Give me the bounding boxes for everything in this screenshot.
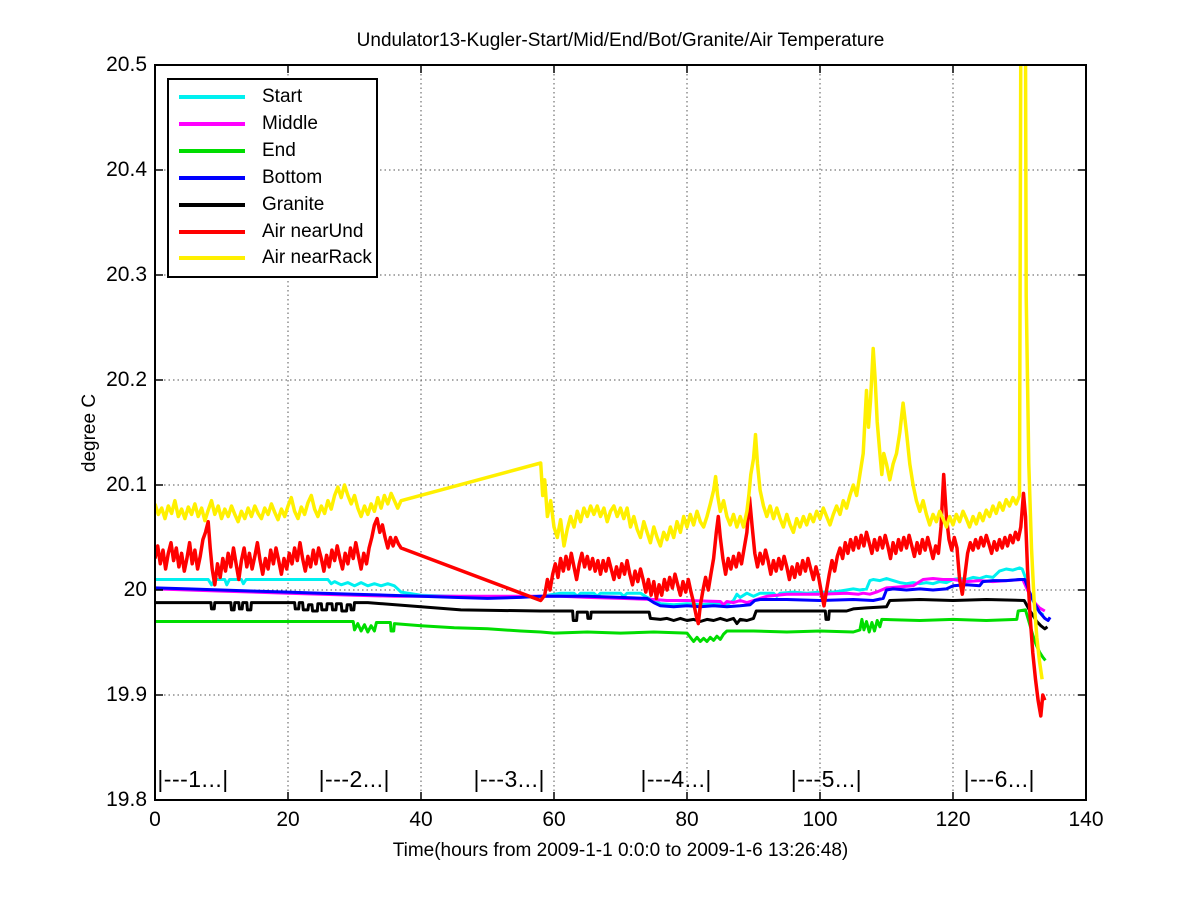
series-line-granite xyxy=(155,598,1049,631)
x-tick-label: 140 xyxy=(1068,808,1104,831)
legend-line-granite xyxy=(179,202,245,207)
x-tick-label: 20 xyxy=(276,808,300,831)
legend-label: Bottom xyxy=(262,166,323,188)
day-annotation-6: |---6...| xyxy=(963,766,1036,792)
day-annotation-2: |---2...| xyxy=(318,766,390,792)
x-axis-label: Time(hours from 2009-1-1 0:0:0 to 2009-1… xyxy=(392,840,849,861)
legend-label: Air nearUnd xyxy=(262,220,364,242)
series-line-air-nearund xyxy=(155,472,1047,718)
legend-item-bottom: Bottom xyxy=(169,165,376,191)
y-tick-label: 20.5 xyxy=(106,53,147,76)
y-tick-label: 19.9 xyxy=(106,683,147,706)
legend-label: Granite xyxy=(262,193,325,215)
legend-line-air-nearund xyxy=(179,229,245,234)
legend-item-end: End xyxy=(169,138,376,164)
x-tick-label: 0 xyxy=(149,808,161,831)
legend-item-air-nearund: Air nearUnd xyxy=(169,219,376,245)
x-tick-label: 40 xyxy=(409,808,433,831)
legend-line-end xyxy=(179,149,245,154)
legend-line-bottom xyxy=(179,175,245,180)
y-tick-label: 20 xyxy=(123,578,147,601)
series-line-bottom xyxy=(155,578,1052,622)
y-tick-label: 20.4 xyxy=(106,158,147,181)
y-tick-label: 20.3 xyxy=(106,263,147,286)
day-annotation-3: |---3...| xyxy=(473,766,545,792)
legend-label: Middle xyxy=(262,113,318,135)
legend-item-air-nearrack: Air nearRack xyxy=(169,245,376,271)
y-tick-label: 20.1 xyxy=(106,473,147,496)
day-annotation-4: |---4...| xyxy=(640,766,712,792)
legend-item-middle: Middle xyxy=(169,111,376,137)
legend-label: End xyxy=(262,140,296,162)
day-annotation-5: |---5...| xyxy=(790,766,863,792)
chart-title: Undulator13-Kugler-Start/Mid/End/Bot/Gra… xyxy=(356,30,885,51)
x-tick-label: 100 xyxy=(802,808,838,831)
legend-line-middle xyxy=(179,122,245,127)
legend-label: Start xyxy=(262,86,303,108)
legend-line-start xyxy=(179,95,245,100)
day-annotation-1: |---1...| xyxy=(157,766,229,792)
x-tick-label: 60 xyxy=(542,808,566,831)
axes-box xyxy=(154,64,1087,801)
series-line-air-nearrack xyxy=(155,65,1044,680)
series-line-end xyxy=(155,608,1047,662)
legend-item-granite: Granite xyxy=(169,192,376,218)
legend-label: Air nearRack xyxy=(262,247,372,269)
series-group xyxy=(155,65,1052,718)
y-tick-label: 19.8 xyxy=(106,788,147,811)
x-tick-label: 120 xyxy=(935,808,971,831)
legend-item-start: Start xyxy=(169,84,376,110)
legend: Start Middle End Bottom Granite Air near… xyxy=(167,78,378,278)
y-tick-label: 20.2 xyxy=(106,368,147,391)
x-tick-label: 80 xyxy=(675,808,699,831)
legend-line-air-nearrack xyxy=(179,256,245,261)
